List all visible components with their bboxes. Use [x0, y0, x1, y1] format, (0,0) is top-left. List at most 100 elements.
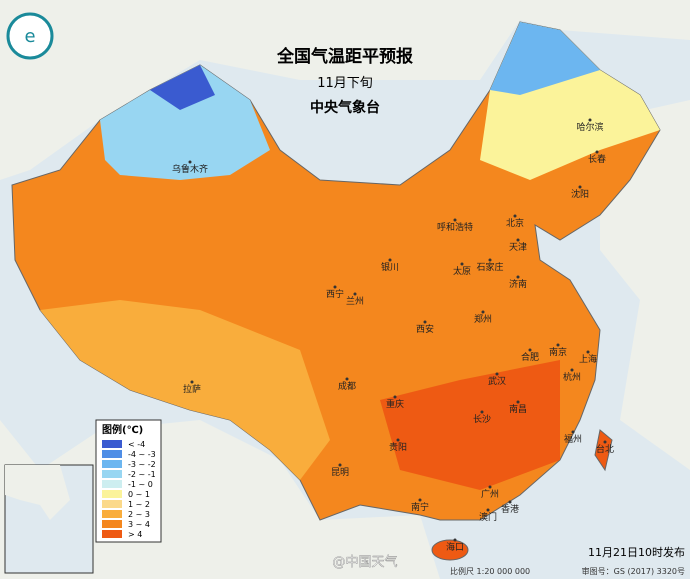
city-label: 杭州	[563, 371, 581, 383]
cold-area	[100, 65, 270, 180]
map-number: 审图号：GS (2017) 3320号	[582, 566, 685, 576]
publisher: 中央气象台	[310, 99, 380, 116]
city-label: 石家庄	[476, 261, 503, 273]
city-label: 西安	[416, 323, 434, 335]
legend-swatch	[102, 480, 122, 488]
legend-label: -3 ~ -2	[128, 460, 156, 469]
city-dot	[488, 485, 492, 489]
city-dot	[418, 498, 422, 502]
city-dot	[528, 348, 532, 352]
city-label: 长春	[588, 153, 606, 165]
title: 全国气温距平预报	[276, 46, 413, 67]
city-dot	[516, 275, 520, 279]
city-label: 乌鲁木齐	[172, 163, 208, 175]
city-dot	[453, 538, 457, 542]
city-label: 南宁	[411, 501, 429, 513]
city-dot	[508, 500, 512, 504]
city-dot	[603, 440, 607, 444]
legend-label: 1 ~ 2	[128, 500, 150, 509]
city-label: 合肥	[521, 351, 539, 363]
city-dot	[486, 508, 490, 512]
city-dot	[333, 285, 337, 289]
city-label: 海口	[446, 541, 464, 553]
city-label: 济南	[509, 278, 527, 290]
legend-label: < -4	[128, 440, 145, 449]
city-dot	[595, 150, 599, 154]
city-label: 武汉	[488, 375, 506, 387]
city-label: 南昌	[509, 403, 527, 415]
city-dot	[480, 410, 484, 414]
mild-area	[40, 300, 330, 480]
city-label: 长沙	[473, 413, 491, 425]
city-dot	[388, 258, 392, 262]
city-dot	[516, 400, 520, 404]
city-dot	[570, 368, 574, 372]
city-label: 南京	[549, 346, 567, 358]
city-dot	[460, 262, 464, 266]
city-label: 成都	[338, 380, 356, 392]
city-label: 北京	[506, 217, 524, 229]
city-dot	[556, 343, 560, 347]
subtitle: 11月下旬	[317, 76, 373, 91]
city-label: 昆明	[331, 467, 349, 478]
city-dot	[481, 310, 485, 314]
city-dot	[588, 118, 592, 122]
legend-label: > 4	[128, 530, 142, 539]
legend-label: -2 ~ -1	[128, 470, 156, 479]
legend-label: 2 ~ 3	[128, 510, 150, 519]
city-label: 重庆	[386, 398, 404, 410]
scale: 比例尺 1:20 000 000	[450, 566, 530, 576]
legend-swatch	[102, 520, 122, 528]
legend-swatch	[102, 440, 122, 448]
warm-area	[380, 360, 560, 490]
city-label: 郑州	[474, 313, 492, 325]
city-label: 太原	[453, 265, 471, 277]
release: 11月21日10时发布	[588, 545, 685, 559]
cold-area	[490, 22, 600, 95]
city-label: 沈阳	[571, 188, 589, 200]
city-label: 香港	[501, 503, 519, 515]
city-label: 广州	[481, 488, 499, 500]
city-label: 兰州	[346, 295, 364, 307]
city-dot	[338, 463, 342, 467]
city-dot	[423, 320, 427, 324]
logo-mark: e	[24, 26, 35, 47]
legend-swatch	[102, 450, 122, 458]
city-dot	[571, 430, 575, 434]
city-label: 呼和浩特	[437, 221, 473, 233]
city-label: 台北	[596, 443, 614, 455]
logo	[6, 12, 54, 60]
neighbor-land	[0, 0, 690, 180]
legend-title: 图例(℃)	[102, 423, 143, 436]
legend-swatch	[102, 470, 122, 478]
city-dot	[578, 185, 582, 189]
city-label: 福州	[564, 433, 582, 445]
city-label: 拉萨	[183, 383, 201, 395]
city-dot	[188, 160, 192, 164]
city-dot	[353, 292, 357, 296]
hainan	[431, 539, 469, 561]
legend-swatch	[102, 490, 122, 498]
neighbor-land	[600, 100, 690, 470]
legend-label: -1 ~ 0	[128, 480, 153, 489]
city-label: 贵阳	[389, 441, 407, 453]
city-dot	[393, 395, 397, 399]
city-dot	[190, 380, 194, 384]
city-dot	[513, 214, 517, 218]
city-dot	[453, 218, 457, 222]
city-dot	[495, 372, 499, 376]
city-dot	[488, 258, 492, 262]
legend-label: 0 ~ 1	[128, 490, 150, 499]
legend-label: -4 ~ -3	[128, 450, 156, 459]
city-dot	[516, 238, 520, 242]
city-label: 银川	[381, 261, 399, 273]
legend-swatch	[102, 460, 122, 468]
cold-area	[150, 65, 215, 110]
city-label: 哈尔滨	[576, 121, 603, 133]
city-dot	[396, 438, 400, 442]
inset-land	[5, 465, 70, 520]
city-label: 澳门	[479, 511, 497, 523]
city-dot	[345, 377, 349, 381]
legend-swatch	[102, 530, 122, 538]
